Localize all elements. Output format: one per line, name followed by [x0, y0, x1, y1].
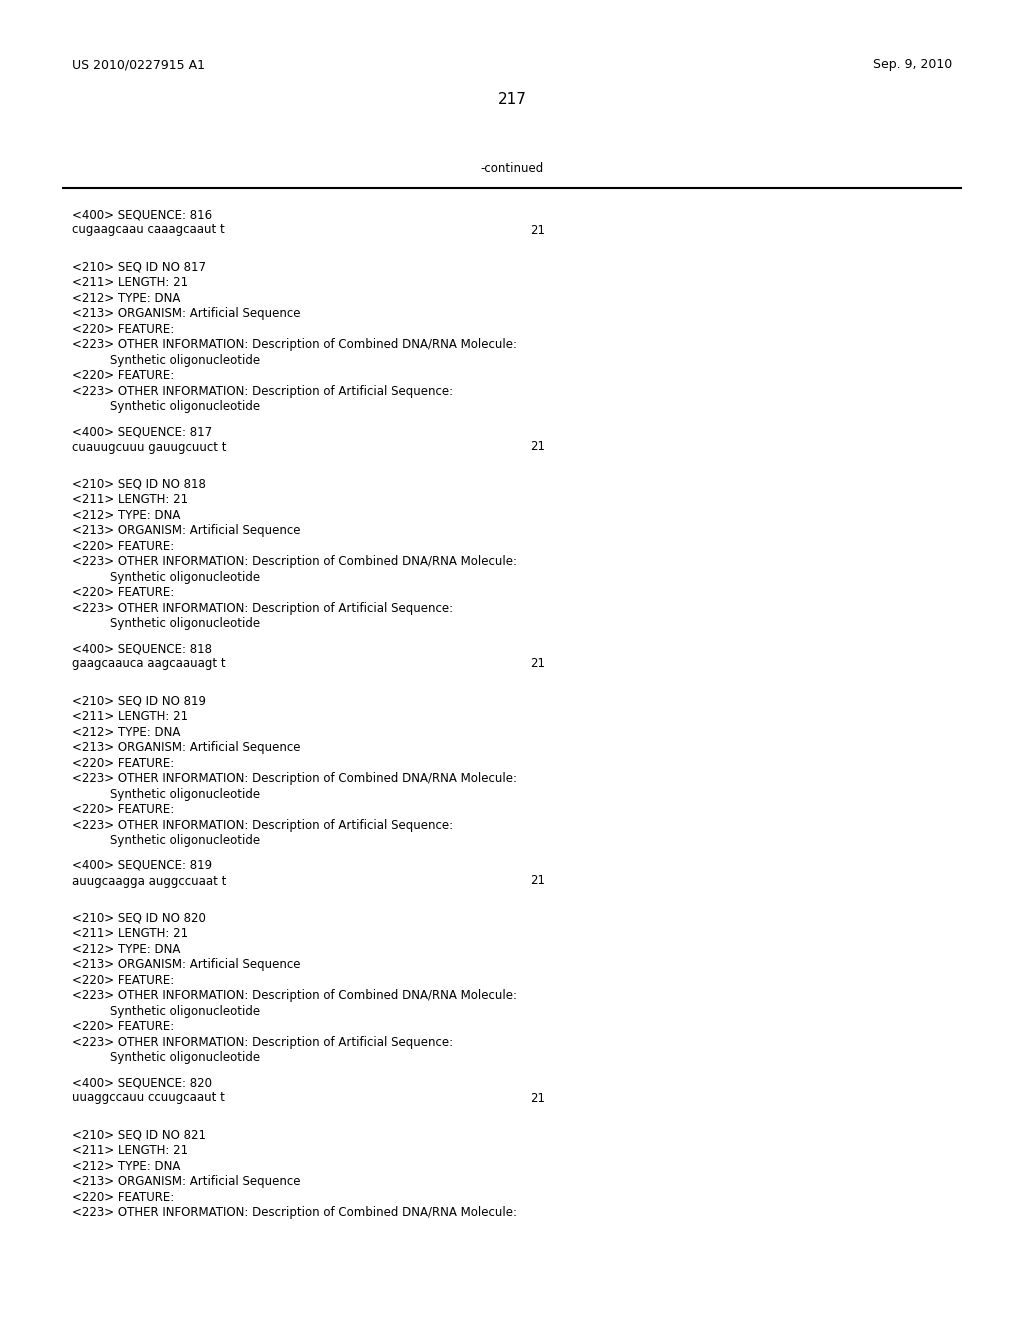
Text: <213> ORGANISM: Artificial Sequence: <213> ORGANISM: Artificial Sequence — [72, 742, 300, 754]
Text: <220> FEATURE:: <220> FEATURE: — [72, 540, 174, 553]
Text: 217: 217 — [498, 92, 526, 107]
Text: <400> SEQUENCE: 820: <400> SEQUENCE: 820 — [72, 1076, 212, 1089]
Text: Synthetic oligonucleotide: Synthetic oligonucleotide — [110, 570, 260, 583]
Text: <213> ORGANISM: Artificial Sequence: <213> ORGANISM: Artificial Sequence — [72, 958, 300, 972]
Text: <400> SEQUENCE: 817: <400> SEQUENCE: 817 — [72, 425, 212, 438]
Text: <210> SEQ ID NO 819: <210> SEQ ID NO 819 — [72, 694, 206, 708]
Text: 21: 21 — [530, 874, 545, 887]
Text: <210> SEQ ID NO 820: <210> SEQ ID NO 820 — [72, 912, 206, 925]
Text: cuauugcuuu gauugcuuct t: cuauugcuuu gauugcuuct t — [72, 441, 226, 454]
Text: Synthetic oligonucleotide: Synthetic oligonucleotide — [110, 400, 260, 413]
Text: <223> OTHER INFORMATION: Description of Artificial Sequence:: <223> OTHER INFORMATION: Description of … — [72, 602, 454, 615]
Text: <212> TYPE: DNA: <212> TYPE: DNA — [72, 942, 180, 956]
Text: <220> FEATURE:: <220> FEATURE: — [72, 322, 174, 335]
Text: 21: 21 — [530, 441, 545, 454]
Text: Synthetic oligonucleotide: Synthetic oligonucleotide — [110, 354, 260, 367]
Text: 21: 21 — [530, 657, 545, 671]
Text: auugcaagga auggccuaat t: auugcaagga auggccuaat t — [72, 874, 226, 887]
Text: <212> TYPE: DNA: <212> TYPE: DNA — [72, 292, 180, 305]
Text: <210> SEQ ID NO 817: <210> SEQ ID NO 817 — [72, 261, 206, 273]
Text: <220> FEATURE:: <220> FEATURE: — [72, 1191, 174, 1204]
Text: 21: 21 — [530, 1092, 545, 1105]
Text: Synthetic oligonucleotide: Synthetic oligonucleotide — [110, 618, 260, 630]
Text: <223> OTHER INFORMATION: Description of Combined DNA/RNA Molecule:: <223> OTHER INFORMATION: Description of … — [72, 338, 517, 351]
Text: <211> LENGTH: 21: <211> LENGTH: 21 — [72, 276, 188, 289]
Text: <400> SEQUENCE: 816: <400> SEQUENCE: 816 — [72, 209, 212, 220]
Text: <220> FEATURE:: <220> FEATURE: — [72, 803, 174, 816]
Text: Synthetic oligonucleotide: Synthetic oligonucleotide — [110, 834, 260, 847]
Text: <211> LENGTH: 21: <211> LENGTH: 21 — [72, 927, 188, 940]
Text: uuaggccauu ccuugcaaut t: uuaggccauu ccuugcaaut t — [72, 1092, 225, 1105]
Text: <223> OTHER INFORMATION: Description of Artificial Sequence:: <223> OTHER INFORMATION: Description of … — [72, 384, 454, 397]
Text: -continued: -continued — [480, 162, 544, 176]
Text: <212> TYPE: DNA: <212> TYPE: DNA — [72, 508, 180, 521]
Text: 21: 21 — [530, 223, 545, 236]
Text: <223> OTHER INFORMATION: Description of Combined DNA/RNA Molecule:: <223> OTHER INFORMATION: Description of … — [72, 772, 517, 785]
Text: US 2010/0227915 A1: US 2010/0227915 A1 — [72, 58, 205, 71]
Text: <223> OTHER INFORMATION: Description of Artificial Sequence:: <223> OTHER INFORMATION: Description of … — [72, 818, 454, 832]
Text: <213> ORGANISM: Artificial Sequence: <213> ORGANISM: Artificial Sequence — [72, 524, 300, 537]
Text: <400> SEQUENCE: 819: <400> SEQUENCE: 819 — [72, 859, 212, 873]
Text: Sep. 9, 2010: Sep. 9, 2010 — [872, 58, 952, 71]
Text: <210> SEQ ID NO 818: <210> SEQ ID NO 818 — [72, 478, 206, 491]
Text: <400> SEQUENCE: 818: <400> SEQUENCE: 818 — [72, 642, 212, 655]
Text: <223> OTHER INFORMATION: Description of Combined DNA/RNA Molecule:: <223> OTHER INFORMATION: Description of … — [72, 556, 517, 568]
Text: <212> TYPE: DNA: <212> TYPE: DNA — [72, 1160, 180, 1172]
Text: Synthetic oligonucleotide: Synthetic oligonucleotide — [110, 788, 260, 801]
Text: <212> TYPE: DNA: <212> TYPE: DNA — [72, 726, 180, 739]
Text: Synthetic oligonucleotide: Synthetic oligonucleotide — [110, 1005, 260, 1018]
Text: <210> SEQ ID NO 821: <210> SEQ ID NO 821 — [72, 1129, 206, 1142]
Text: <211> LENGTH: 21: <211> LENGTH: 21 — [72, 1144, 188, 1158]
Text: gaagcaauca aagcaauagt t: gaagcaauca aagcaauagt t — [72, 657, 225, 671]
Text: cugaagcaau caaagcaaut t: cugaagcaau caaagcaaut t — [72, 223, 224, 236]
Text: <220> FEATURE:: <220> FEATURE: — [72, 586, 174, 599]
Text: <211> LENGTH: 21: <211> LENGTH: 21 — [72, 494, 188, 506]
Text: <213> ORGANISM: Artificial Sequence: <213> ORGANISM: Artificial Sequence — [72, 308, 300, 321]
Text: Synthetic oligonucleotide: Synthetic oligonucleotide — [110, 1051, 260, 1064]
Text: <211> LENGTH: 21: <211> LENGTH: 21 — [72, 710, 188, 723]
Text: <223> OTHER INFORMATION: Description of Combined DNA/RNA Molecule:: <223> OTHER INFORMATION: Description of … — [72, 1206, 517, 1220]
Text: <223> OTHER INFORMATION: Description of Combined DNA/RNA Molecule:: <223> OTHER INFORMATION: Description of … — [72, 989, 517, 1002]
Text: <213> ORGANISM: Artificial Sequence: <213> ORGANISM: Artificial Sequence — [72, 1175, 300, 1188]
Text: <220> FEATURE:: <220> FEATURE: — [72, 756, 174, 770]
Text: <220> FEATURE:: <220> FEATURE: — [72, 1020, 174, 1034]
Text: <223> OTHER INFORMATION: Description of Artificial Sequence:: <223> OTHER INFORMATION: Description of … — [72, 1036, 454, 1048]
Text: <220> FEATURE:: <220> FEATURE: — [72, 974, 174, 987]
Text: <220> FEATURE:: <220> FEATURE: — [72, 370, 174, 383]
